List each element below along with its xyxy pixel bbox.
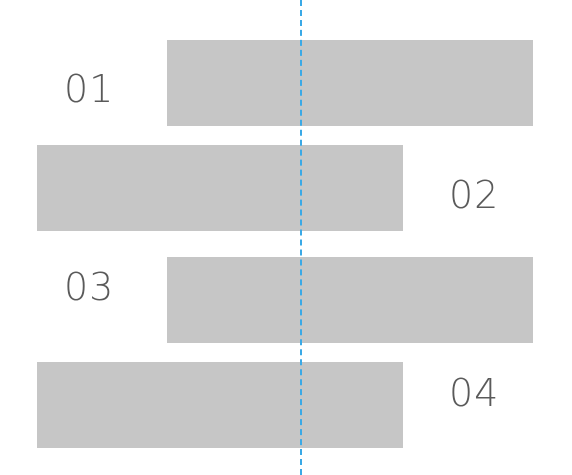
row-3-block <box>167 257 533 343</box>
row-3-label: 03 <box>64 265 115 309</box>
row-1-block <box>167 40 533 126</box>
row-2-label: 02 <box>449 173 500 217</box>
row-1-label: 01 <box>64 67 115 111</box>
row-4-block <box>37 362 403 448</box>
row-4-label: 04 <box>449 371 500 415</box>
center-guide-line <box>300 0 302 475</box>
row-2-block <box>37 145 403 231</box>
